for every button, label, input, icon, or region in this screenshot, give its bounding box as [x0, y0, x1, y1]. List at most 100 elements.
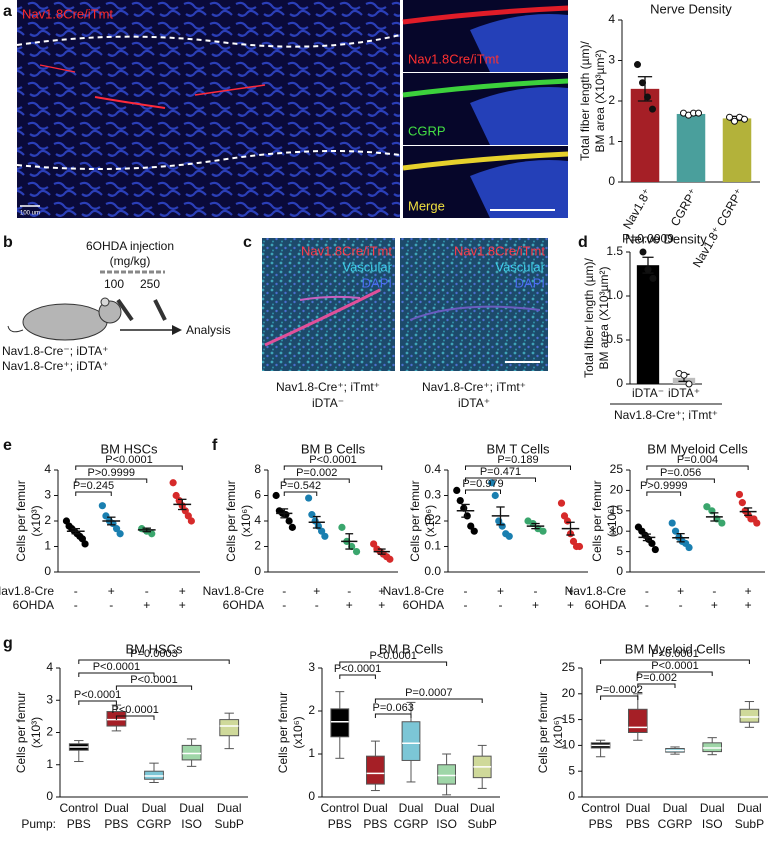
panel-label: d: [578, 234, 588, 251]
schematic-label: Analysis: [186, 323, 231, 337]
y-axis-label: BM area (X10³µm²): [597, 267, 611, 370]
panel-label: g: [3, 635, 13, 652]
data-point: [386, 555, 394, 563]
y-tick-label: 4: [46, 660, 53, 674]
y-tick-label: 2: [44, 513, 51, 527]
annotation: P=0.002: [636, 672, 677, 684]
y-tick-label: 2: [608, 93, 615, 107]
bracket: [637, 683, 676, 688]
bracket: [75, 491, 112, 496]
image-caption: Nav1.8-Cre⁺; iTmt⁺: [422, 380, 526, 394]
condition-label: 6OHDA: [403, 598, 444, 612]
y-tick-label: 0: [568, 789, 575, 803]
data-point: [738, 499, 746, 507]
dose-label: 250: [140, 277, 160, 291]
chart-title: Nerve Density: [650, 1, 732, 16]
bar: [676, 113, 706, 182]
y-tick-label: 0: [616, 376, 623, 390]
annotation: P<0.0001: [111, 704, 158, 716]
bracket: [75, 478, 148, 483]
bracket: [374, 713, 412, 718]
box: [437, 764, 457, 785]
condition-sign: +: [567, 584, 574, 598]
y-tick-label: 2: [46, 725, 53, 739]
x-tick-label: CGRP⁺: [668, 186, 701, 229]
annotation: P=0.0007: [405, 687, 452, 699]
data-point: [453, 486, 461, 494]
condition-sign: +: [179, 598, 186, 612]
image-label: Nav1.8Cre/iTmt: [301, 243, 392, 258]
y-axis-label: (x10⁶): [605, 505, 619, 537]
data-point: [305, 494, 313, 502]
y-tick-label: 0.2: [424, 513, 441, 527]
data-point: [505, 532, 513, 540]
data-point: [491, 491, 499, 500]
annotation: P<0.0001: [105, 454, 152, 466]
x-tick-label: Control: [581, 801, 620, 815]
y-tick-label: 0.3: [424, 488, 441, 502]
schematic-label: 6OHDA injection: [86, 239, 174, 253]
condition-sign: +: [711, 598, 718, 612]
data-point: [539, 527, 547, 535]
bracket: [78, 672, 155, 677]
data-point: [703, 503, 711, 511]
condition-sign: -: [145, 584, 149, 598]
condition-label: Nav1.8-Cre: [0, 584, 54, 598]
data-point: [731, 117, 738, 125]
y-tick-label: 4: [254, 513, 261, 527]
y-axis-label: Cells per femur: [14, 692, 28, 773]
x-tick-label: SubP: [468, 817, 497, 831]
inset-label: Merge: [408, 198, 445, 213]
data-point: [321, 532, 329, 540]
x-tick-label: Dual: [217, 801, 242, 815]
x-tick-label: CGRP: [394, 817, 429, 831]
y-tick-label: 25: [562, 660, 576, 674]
x-tick-label: Dual: [179, 801, 204, 815]
panel-label: a: [3, 3, 12, 20]
data-point: [169, 479, 177, 487]
panel-label: b: [3, 234, 13, 251]
y-axis-label: Total fiber length (µm)/: [582, 258, 596, 378]
annotation: P<0.0001: [334, 663, 381, 675]
inset-label: CGRP: [408, 123, 446, 138]
panel-label: c: [243, 234, 252, 251]
y-axis-label: BM area (X10³µm²): [593, 50, 607, 153]
y-tick-label: 1: [308, 746, 315, 760]
y-tick-label: 0.1: [424, 539, 441, 553]
x-tick-label: Dual: [663, 801, 688, 815]
image-label: Nav1.8Cre/iTmt: [454, 243, 545, 258]
condition-sign: +: [567, 598, 574, 612]
bar: [636, 265, 660, 384]
y-axis-label: (x10⁶): [551, 716, 565, 748]
condition-sign: +: [677, 584, 684, 598]
x-tick-label: Dual: [470, 801, 495, 815]
bracket: [283, 478, 350, 483]
data-point: [112, 525, 121, 533]
bracket: [646, 478, 715, 483]
condition-sign: -: [315, 598, 319, 612]
bracket: [374, 698, 483, 703]
x-tick-label: Dual: [434, 801, 459, 815]
data-point: [187, 517, 195, 525]
box: [330, 708, 350, 738]
x-tick-label: Dual: [700, 801, 725, 815]
condition-label: 6OHDA: [223, 598, 264, 612]
data-point: [644, 266, 652, 274]
condition-label: Nav1.8-Cre: [565, 584, 627, 598]
x-tick-label: PBS: [589, 817, 613, 831]
condition-sign: -: [679, 598, 683, 612]
condition-sign: -: [282, 598, 286, 612]
condition-sign: -: [109, 598, 113, 612]
y-axis-label: (x10⁶): [423, 505, 437, 537]
bracket: [78, 659, 230, 664]
data-point: [668, 519, 676, 527]
condition-sign: -: [282, 584, 286, 598]
annotation: P<0.0001: [369, 650, 416, 662]
y-axis-label: (x10³): [29, 717, 43, 748]
box: [144, 770, 164, 780]
y-tick-label: 4: [608, 12, 615, 26]
x-tick-label: PBS: [363, 817, 387, 831]
data-point: [726, 113, 733, 121]
data-point: [557, 499, 566, 507]
data-point: [575, 542, 584, 551]
